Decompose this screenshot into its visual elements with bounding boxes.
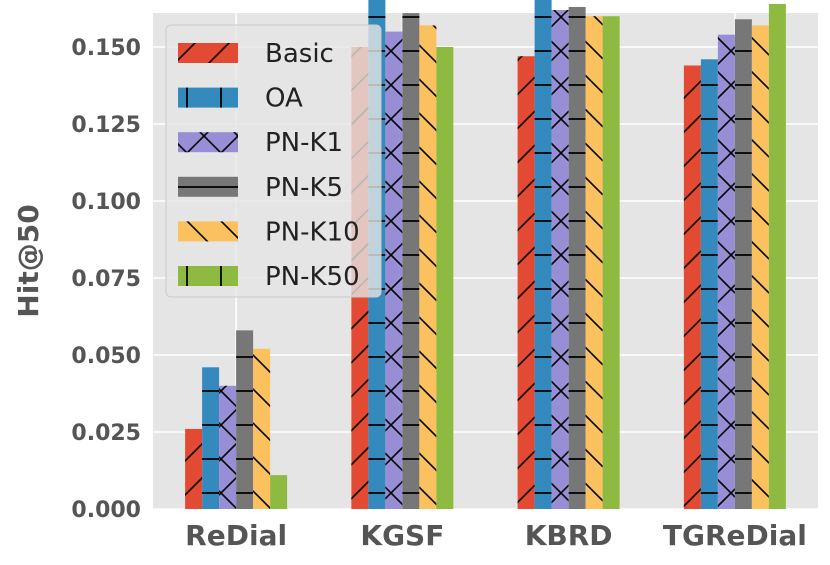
legend-swatch-hatch: [178, 176, 238, 197]
bar-hatch: [751, 25, 769, 509]
bar-pn-k1-kbrd: [551, 10, 569, 509]
bar-pn-k10-kgsf: [419, 25, 437, 509]
bar-hatch: [585, 16, 603, 509]
bar-pn-k5-kgsf: [402, 13, 420, 510]
bar-pn-k5-redial: [236, 330, 254, 509]
y-tick-label: 0.150: [71, 36, 141, 61]
bar-pn-k10-kbrd: [585, 16, 603, 509]
bar-pn-k10-tgredial: [751, 25, 769, 509]
bar-hatch: [270, 475, 288, 509]
y-tick-label: 0.125: [71, 113, 141, 138]
y-tick-label: 0.075: [71, 267, 141, 292]
y-tick-label: 0.025: [71, 421, 141, 446]
legend-label: PN-K50: [265, 262, 360, 292]
legend-item-pn-k10: PN-K10: [178, 217, 360, 247]
legend-item-pn-k1: PN-K1: [178, 128, 343, 158]
bar-pn-k50-kgsf: [436, 47, 454, 509]
bar-hatch: [768, 3, 786, 509]
legend-item-oa: OA: [178, 84, 303, 114]
bar-oa-kbrd: [534, 0, 552, 509]
legend-swatch-hatch: [178, 266, 238, 286]
y-axis-label: Hit@50: [12, 204, 45, 317]
bar-hatch: [436, 47, 454, 509]
bar-hatch: [219, 385, 237, 509]
bar-hatch: [700, 59, 718, 509]
bar-pn-k5-tgredial: [734, 19, 752, 510]
x-ticks: ReDial KGSF KBRD TGReDial: [185, 519, 807, 552]
bar-hatch: [385, 31, 403, 509]
legend-label: PN-K1: [265, 128, 343, 158]
bar-pn-k1-tgredial: [717, 34, 735, 510]
legend-item-pn-k5: PN-K5: [178, 173, 343, 203]
bar-hatch: [202, 367, 220, 509]
bar-pn-k1-kgsf: [385, 31, 403, 509]
bar-hatch: [551, 10, 569, 509]
bar-basic-redial: [185, 428, 203, 509]
bar-hatch: [734, 19, 752, 510]
bar-basic-tgredial: [683, 65, 701, 509]
legend-label: OA: [265, 84, 303, 114]
bar-hatch: [236, 330, 254, 509]
legend-swatch-hatch: [178, 221, 238, 242]
bar-pn-k50-redial: [270, 475, 288, 509]
legend-label: PN-K10: [265, 217, 360, 247]
bar-pn-k5-kbrd: [568, 6, 586, 510]
bar-hatch: [402, 13, 420, 510]
bar-basic-kbrd: [517, 56, 535, 510]
bar-hatch: [683, 65, 701, 509]
bar-hatch: [534, 0, 552, 509]
bar-hatch: [419, 25, 437, 509]
bar-hatch: [568, 6, 586, 510]
legend-swatch-hatch: [178, 87, 238, 108]
legend: Basic OA PN-K1 PN-K5 PN-K10 PN-K50: [165, 24, 382, 298]
legend-item-basic: Basic: [178, 39, 334, 69]
legend-swatch-hatch: [178, 43, 238, 63]
bar-hatch: [253, 348, 271, 509]
bar-oa-tgredial: [700, 59, 718, 509]
legend-label: Basic: [265, 39, 334, 69]
bars: [185, 0, 786, 510]
bar-pn-k50-kbrd: [602, 16, 620, 509]
bar-oa-redial: [202, 367, 220, 509]
y-tick-label: 0.000: [71, 498, 141, 523]
legend-item-pn-k50: PN-K50: [178, 262, 360, 292]
y-tick-label: 0.050: [71, 344, 141, 369]
bar-hatch: [185, 428, 203, 509]
bar-hatch: [517, 56, 535, 510]
legend-label: PN-K5: [265, 173, 343, 203]
x-tick-label: KBRD: [525, 519, 613, 552]
bar-hatch: [602, 16, 620, 509]
x-tick-label: TGReDial: [663, 519, 807, 552]
bar-pn-k50-tgredial: [768, 3, 786, 509]
y-tick-label: 0.100: [71, 190, 141, 215]
bar-pn-k1-redial: [219, 385, 237, 509]
x-tick-label: ReDial: [185, 519, 287, 552]
bar-hatch: [717, 34, 735, 510]
x-tick-label: KGSF: [360, 519, 444, 552]
legend-swatch-hatch: [178, 132, 238, 153]
bar-pn-k10-redial: [253, 348, 271, 509]
